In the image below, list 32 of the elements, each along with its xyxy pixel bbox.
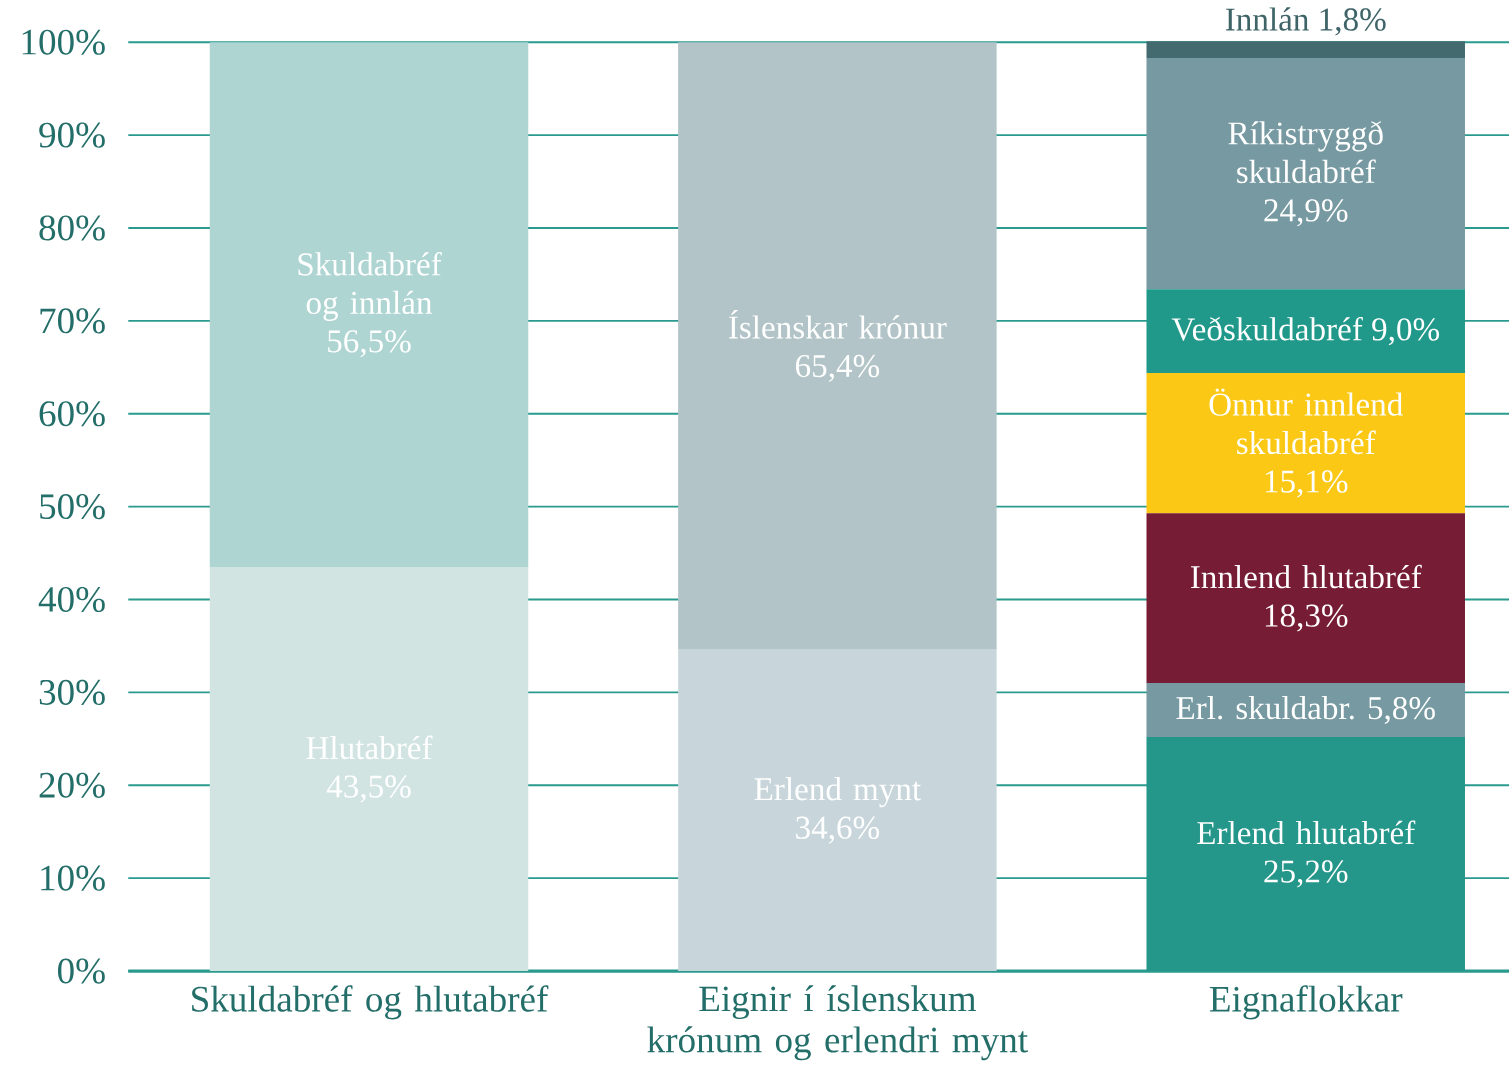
x-tick-label: Eignaflokkar [1209, 985, 1403, 1020]
y-tick-label: 10% [41, 865, 105, 891]
data-label: 18,3% [1265, 604, 1348, 632]
x-tick-label: Eignir í íslenskum krónum og erlendri mynt [647, 985, 1028, 1061]
series-label: Erl. skuldabr. [1176, 695, 1354, 720]
y-tick-label: 80% [39, 215, 105, 241]
series-label: Önnur innlend skuldabréf [1209, 388, 1403, 455]
data-label: 25,2% [1264, 860, 1348, 888]
y-tick-label: 30% [39, 679, 105, 705]
data-label: 15,1% [1265, 470, 1348, 498]
y-tick-label: 40% [38, 586, 105, 613]
y-tick-label: 90% [39, 122, 105, 148]
data-label: 65,4% [795, 354, 880, 382]
data-label: 24,9% [1264, 199, 1348, 227]
y-tick-label: 20% [39, 772, 105, 798]
series-label: Íslenskar krónur [729, 309, 947, 339]
series-label: Veðskuldabréf [1171, 316, 1363, 341]
data-label: 1,8% [1320, 8, 1386, 36]
y-tick-label: 50% [40, 493, 105, 520]
data-label: 56,5% [328, 330, 411, 358]
x-tick-label: Skuldabréf og hlutabréf [192, 985, 549, 1020]
data-label: 9,0% [1372, 318, 1440, 346]
series-label: Innlán [1225, 7, 1309, 31]
y-tick-label: 100% [22, 29, 105, 55]
series-label: Skuldabréf og innlán [298, 251, 442, 321]
y-tick-label: 70% [40, 308, 105, 334]
series-label: Innlend hlutabréf [1190, 564, 1422, 589]
series-label: Erlend hlutabréf [1197, 820, 1416, 845]
series-label: Ríkistryggð skuldabréf [1228, 120, 1383, 184]
y-tick-label: 60% [39, 401, 105, 427]
data-label: 5,8% [1368, 696, 1435, 725]
y-tick-label: 0% [58, 958, 105, 984]
